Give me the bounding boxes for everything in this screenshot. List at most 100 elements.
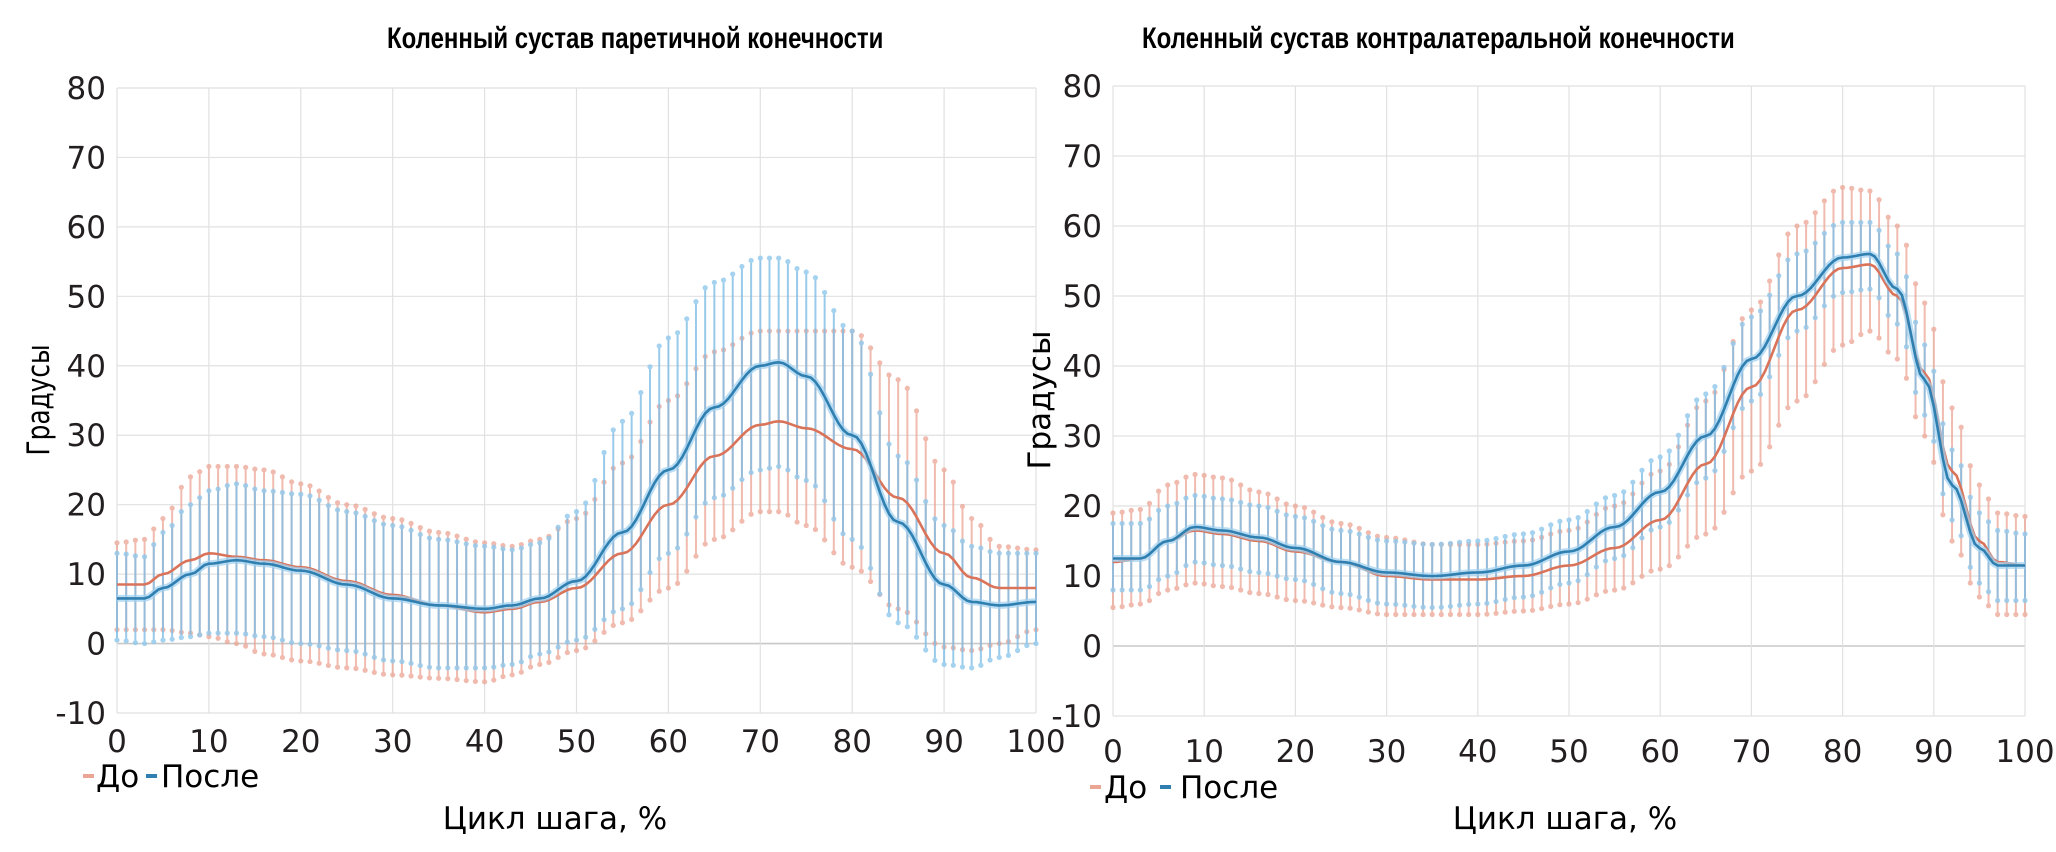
error-cap-upper [197,469,203,475]
error-cap-lower [1511,608,1517,614]
mean-line-after [1113,252,2025,578]
y-tick-label: -10 [55,696,106,732]
error-cap-lower [1210,583,1216,589]
error-cap-upper [114,550,120,556]
error-cap-lower [1338,604,1344,611]
error-cap-upper [601,449,607,456]
error-cap-upper [941,467,947,473]
error-cap-lower [279,654,286,661]
error-cap-lower [1110,604,1116,611]
error-cap-lower [1630,580,1636,586]
error-cap-lower [619,606,626,612]
error-cap-lower [766,465,773,471]
error-cap-upper [1976,510,1982,516]
error-cap-upper [408,520,414,526]
x-tick-label: 50 [557,724,596,760]
error-cap-lower [1520,594,1526,600]
error-cap-lower [1548,585,1554,591]
error-cap-lower [629,600,635,607]
error-cap-upper [1575,515,1581,521]
x-tick-label: 90 [1914,734,1953,770]
error-cap-lower [1238,587,1244,593]
error-cap-upper [1447,540,1454,546]
error-cap-lower [1128,602,1134,608]
error-cap-upper [1739,321,1745,327]
error-cap-upper [1757,299,1764,305]
error-cap-lower [693,514,699,520]
error-cap-upper [1329,519,1335,525]
error-cap-lower [417,674,423,680]
error-cap-lower [564,649,570,656]
error-cap-upper [730,271,736,277]
error-cap-upper [1721,364,1727,370]
error-cap-lower [463,665,469,671]
error-cap-lower [527,664,534,670]
error-cap-upper [1183,474,1189,480]
error-cap-upper [1593,501,1599,507]
x-tick-labels: 0 10 20 30 40 50 60 70 80 90 100 [1103,734,2054,770]
error-cap-lower [996,654,1002,661]
error-cap-upper [1995,510,2001,516]
error-cap-lower [794,474,800,480]
error-cap-upper [1210,495,1216,501]
error-cap-lower [169,636,175,642]
error-cap-upper [1830,222,1837,229]
error-cap-upper [1912,319,1919,325]
error-cap-upper [289,491,295,497]
error-cap-upper [647,364,653,370]
error-cap-lower [1721,509,1727,515]
error-cap-upper [1985,496,1992,502]
error-cap-lower [1985,589,1992,595]
error-cap-lower [1548,603,1554,610]
error-cap-lower [1183,562,1189,569]
error-cap-lower [1156,576,1162,583]
error-cap-lower [1821,361,1827,367]
error-cap-upper [509,547,515,553]
error-cap-upper [1146,516,1153,522]
error-cap-upper [629,410,635,416]
error-cap-upper [417,525,423,531]
y-tick-label: 30 [1063,419,1102,455]
error-cap-lower [243,643,249,649]
error-cap-upper [711,279,717,286]
error-cap-lower [2022,597,2028,604]
error-cap-upper [941,522,947,529]
error-cap-upper [1005,544,1012,550]
error-cap-lower [739,476,745,483]
error-cap-lower [399,658,405,665]
error-cap-upper [1803,219,1809,225]
error-cap-lower [160,637,166,643]
error-cap-lower [1958,533,1964,539]
chart-contralateral-knee: Коленный сустав контралатеральной конечн… [1022,20,2055,837]
error-cap-upper [1648,458,1654,464]
error-cap-lower [2013,611,2019,618]
error-cap-upper [1767,292,1773,298]
error-cap-upper [1858,187,1864,193]
error-cap-upper [720,277,727,283]
error-cap-upper [1192,492,1198,499]
error-cap-upper [1748,314,1754,320]
error-cap-lower [316,660,322,666]
error-cap-upper [959,503,966,510]
error-cap-lower [858,568,864,574]
error-cap-upper [362,513,368,520]
error-cap-upper [1265,504,1271,511]
x-tick-label: 0 [1103,734,1123,770]
error-cap-lower [546,649,552,655]
error-cap-upper [141,554,148,560]
error-cap-lower [1384,611,1390,618]
error-cap-lower [1156,590,1162,597]
error-cap-upper [978,522,984,529]
error-cap-upper [1320,523,1326,529]
error-cap-lower [1475,611,1481,618]
error-cap-upper [1466,538,1472,544]
error-cap-lower [187,634,194,640]
error-cap-lower [1502,596,1508,603]
error-cap-upper [812,275,819,281]
error-cap-lower [518,669,524,675]
error-cap-lower [812,526,819,533]
error-cap-upper [123,551,129,557]
error-cap-lower [1356,594,1362,600]
error-cap-upper [1301,505,1308,511]
error-cap-upper [1347,528,1353,535]
